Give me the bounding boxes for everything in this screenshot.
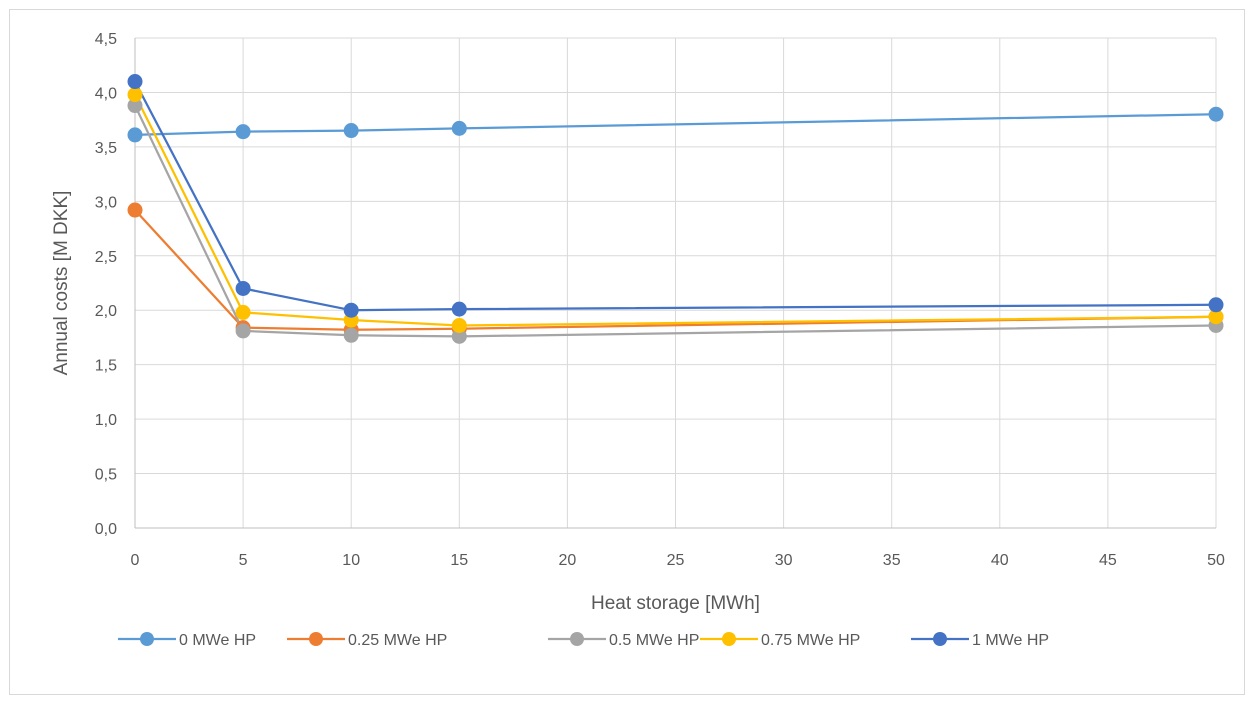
legend-label: 0.75 MWe HP (761, 632, 860, 649)
y-tick-label: 4,5 (95, 31, 117, 48)
tick-labels: 0,0 0,5 1,0 1,5 2,0 2,5 3,0 3,5 4,0 4,5 0 5 10 15 20 25… (95, 31, 1225, 569)
data-point (235, 124, 251, 140)
data-point (343, 327, 359, 343)
x-tick-label: 0 (131, 552, 140, 569)
y-tick-label: 1,0 (95, 412, 117, 429)
x-tick-label: 15 (450, 552, 468, 569)
x-tick-label: 35 (883, 552, 901, 569)
legend-item: 0.75 MWe HP (700, 632, 860, 649)
series-points (127, 74, 1224, 344)
legend-item: 1 MWe HP (911, 632, 1049, 649)
data-point (235, 323, 251, 339)
legend-item: 0.25 MWe HP (287, 632, 447, 649)
data-point (235, 280, 251, 296)
x-tick-label: 25 (667, 552, 685, 569)
data-point (451, 301, 467, 317)
legend-item: 0 MWe HP (118, 632, 256, 649)
gridlines (135, 37, 1217, 528)
axes (134, 38, 1216, 529)
x-tick-label: 30 (775, 552, 793, 569)
data-point (127, 74, 143, 90)
chart-frame (9, 9, 1245, 695)
legend-item: 0.5 MWe HP (548, 632, 699, 649)
data-point (343, 302, 359, 318)
data-point (343, 123, 359, 139)
data-point (1208, 106, 1224, 122)
y-tick-label: 4,0 (95, 85, 117, 102)
legend: 0 MWe HP 0.25 MWe HP 0.5 MWe HP 0.75 MWe HP… (118, 632, 1049, 649)
legend-marker (309, 632, 323, 646)
data-point (127, 202, 143, 218)
legend-label: 0.5 MWe HP (609, 632, 699, 649)
legend-marker (933, 632, 947, 646)
x-tick-label: 5 (239, 552, 248, 569)
data-point (451, 120, 467, 136)
x-tick-label: 50 (1207, 552, 1225, 569)
x-tick-label: 45 (1099, 552, 1117, 569)
legend-label: 0 MWe HP (179, 632, 256, 649)
y-axis-title: Annual costs [M DKK] (51, 191, 72, 376)
data-point (127, 87, 143, 103)
y-tick-label: 2,0 (95, 303, 117, 320)
y-tick-label: 1,5 (95, 358, 117, 375)
y-tick-label: 3,0 (95, 194, 117, 211)
legend-label: 0.25 MWe HP (348, 632, 447, 649)
y-tick-label: 3,5 (95, 140, 117, 157)
data-point (235, 304, 251, 320)
x-tick-label: 10 (342, 552, 360, 569)
y-tick-label: 0,0 (95, 521, 117, 538)
data-point (127, 127, 143, 143)
data-point (1208, 297, 1224, 313)
legend-marker (570, 632, 584, 646)
data-point (451, 317, 467, 333)
x-axis-title: Heat storage [MWh] (591, 593, 760, 614)
legend-marker (140, 632, 154, 646)
y-tick-label: 0,5 (95, 467, 117, 484)
legend-marker (722, 632, 736, 646)
x-tick-label: 20 (559, 552, 577, 569)
legend-label: 1 MWe HP (972, 632, 1049, 649)
y-tick-label: 2,5 (95, 249, 117, 266)
x-tick-label: 40 (991, 552, 1009, 569)
